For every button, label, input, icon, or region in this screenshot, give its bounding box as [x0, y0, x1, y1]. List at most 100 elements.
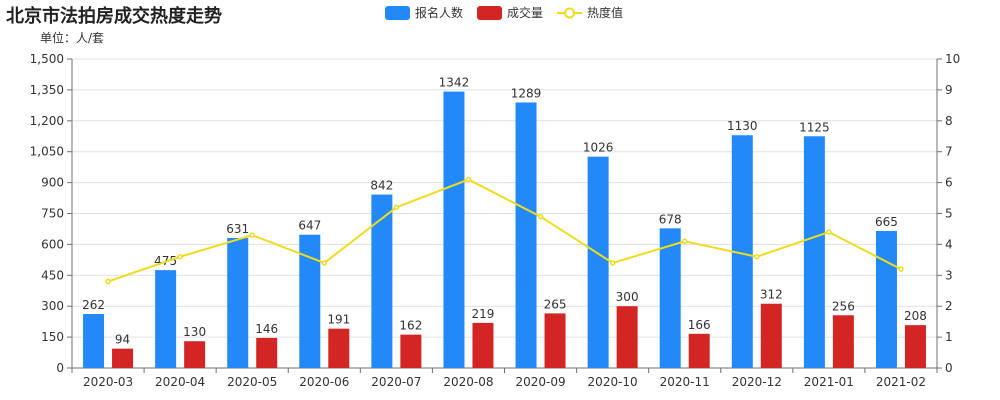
legend-item-deals[interactable]: 成交量 [477, 4, 543, 21]
legend-item-heat[interactable]: 热度值 [557, 4, 623, 21]
legend-swatch-deals [477, 5, 503, 20]
bar-signups [587, 156, 609, 368]
legend-swatch-signups [385, 5, 410, 20]
data-label-signups: 262 [82, 298, 105, 312]
bar-signups [227, 238, 249, 368]
x-tick-label: 2021-02 [876, 375, 926, 389]
data-label-deals: 146 [255, 322, 278, 336]
x-tick-label: 2020-08 [443, 375, 493, 389]
bar-deals [832, 315, 854, 368]
bar-deals [616, 306, 638, 368]
chart-title: 北京市法拍房成交热度走势 [6, 6, 222, 27]
y-right-tick-label: 8 [945, 114, 953, 128]
data-label-signups: 678 [659, 212, 682, 226]
bar-signups [515, 102, 537, 368]
y-left-tick-label: 900 [41, 176, 64, 190]
y-left-tick-label: 1,200 [30, 114, 64, 128]
point-heat [249, 232, 255, 238]
bar-deals [688, 333, 710, 368]
y-right-tick-label: 7 [945, 145, 953, 159]
data-label-signups: 665 [875, 215, 898, 229]
point-heat [754, 254, 760, 260]
line-heat [107, 178, 902, 283]
point-heat [826, 229, 832, 235]
x-tick-label: 2020-09 [515, 375, 565, 389]
y-left-tick-label: 1,050 [30, 145, 64, 159]
y-left-tick-label: 750 [41, 207, 64, 221]
data-label-deals: 312 [760, 288, 783, 302]
x-tick-label: 2020-06 [299, 375, 349, 389]
x-tick-label: 2020-04 [155, 375, 205, 389]
data-label-signups: 1130 [727, 119, 758, 133]
data-label-deals: 256 [832, 299, 855, 313]
unit-label: 单位：人/套 [40, 31, 105, 45]
data-label-deals: 191 [327, 313, 350, 327]
data-label-signups: 1026 [583, 141, 614, 155]
data-label-deals: 162 [399, 319, 422, 333]
x-tick-label: 2020-07 [371, 375, 421, 389]
bar-signups [155, 270, 177, 368]
bar-signups [875, 231, 897, 368]
data-label-deals: 265 [544, 297, 567, 311]
y-right-tick-label: 2 [945, 299, 953, 313]
bar-signups [83, 314, 105, 368]
legend-swatch-heat [557, 7, 583, 18]
bar-signups [299, 234, 321, 368]
data-label-signups: 1125 [799, 120, 830, 134]
x-tick-label: 2021-01 [804, 375, 854, 389]
y-left-tick-label: 1,500 [30, 52, 64, 66]
point-heat [177, 254, 183, 260]
x-tick-label: 2020-10 [588, 375, 638, 389]
bar-signups [803, 136, 825, 368]
bar-deals [544, 313, 566, 368]
bar-deals [256, 337, 278, 368]
data-label-deals: 208 [904, 309, 927, 323]
legend-label-deals: 成交量 [507, 6, 544, 20]
y-right-tick-label: 3 [945, 268, 953, 282]
y-right-tick-label: 9 [945, 83, 953, 97]
legend: 报名人数 成交量 热度值 [385, 4, 637, 21]
y-left-tick-label: 600 [41, 237, 64, 251]
bar-deals [112, 348, 134, 368]
y-left-tick-label: 1,350 [30, 83, 64, 97]
bar-deals [328, 328, 350, 368]
point-heat [465, 176, 472, 183]
data-label-deals: 130 [183, 325, 206, 339]
bar-signups [443, 91, 465, 368]
data-label-deals: 300 [616, 290, 639, 304]
bar-signups [731, 135, 753, 368]
bar-signups [659, 228, 681, 368]
x-tick-label: 2020-11 [660, 375, 710, 389]
data-label-signups: 1289 [511, 86, 542, 100]
point-heat [321, 260, 328, 266]
y-right-tick-label: 6 [945, 176, 953, 190]
legend-item-signups[interactable]: 报名人数 [385, 4, 463, 21]
data-label-signups: 647 [298, 219, 321, 233]
y-right-tick-label: 0 [945, 361, 953, 375]
y-left-tick-label: 0 [56, 361, 64, 375]
bar-deals [400, 334, 422, 368]
x-tick-label: 2020-12 [732, 375, 782, 389]
x-tick-label: 2020-03 [83, 375, 133, 389]
data-label-signups: 1342 [439, 76, 470, 90]
point-heat [537, 213, 544, 220]
y-left-tick-label: 450 [41, 268, 64, 282]
data-label-deals: 166 [688, 318, 711, 332]
bar-deals [904, 325, 926, 368]
point-heat [681, 238, 688, 245]
legend-label-signups: 报名人数 [415, 6, 464, 20]
y-right-tick-label: 10 [945, 52, 960, 66]
point-heat [609, 260, 616, 266]
bar-signups [371, 194, 393, 368]
x-tick-label: 2020-05 [227, 375, 277, 389]
data-label-signups: 631 [226, 222, 249, 236]
y-right-tick-label: 4 [945, 237, 953, 251]
point-heat [105, 278, 111, 285]
bar-deals [184, 341, 206, 368]
bar-deals [472, 322, 494, 368]
y-left-tick-label: 150 [41, 330, 64, 344]
bar-deals [760, 303, 782, 368]
legend-label-heat: 热度值 [587, 6, 624, 20]
point-heat [898, 266, 904, 272]
